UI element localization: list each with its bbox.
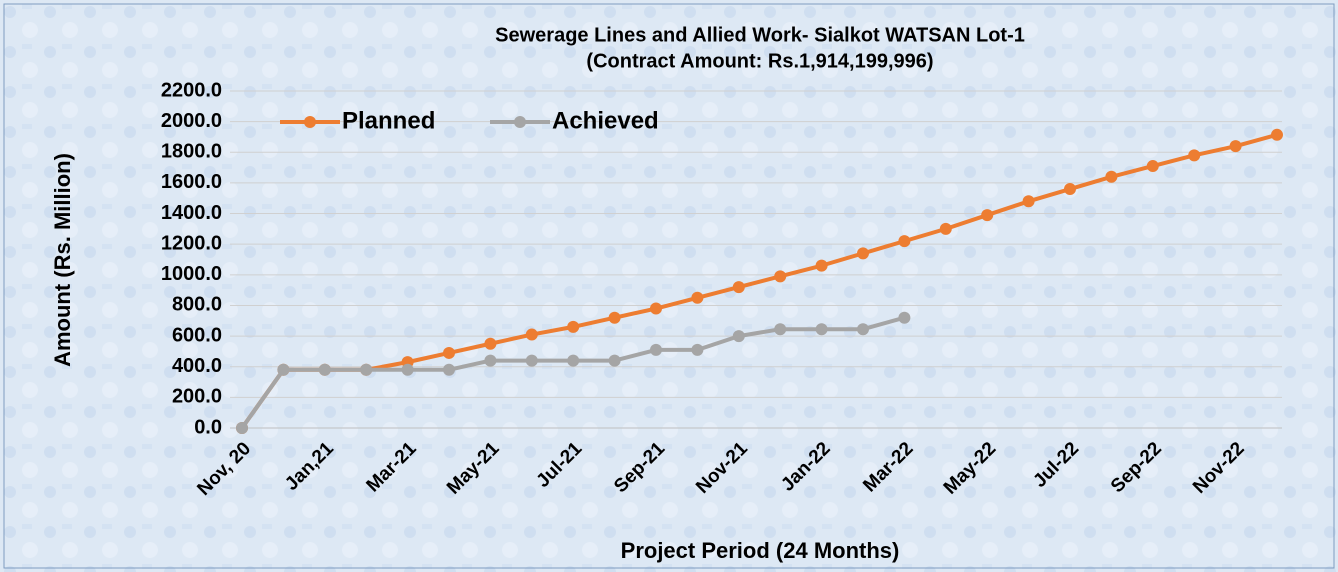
point (774, 270, 787, 283)
point (732, 281, 745, 294)
point (443, 346, 455, 359)
point (277, 363, 290, 376)
y-tick-label: 2000.0 (161, 110, 222, 132)
legend-label: Planned (342, 107, 435, 134)
y-tick-label: 1000.0 (161, 263, 222, 285)
point (567, 354, 580, 367)
y-tick-label: 1400.0 (161, 202, 222, 224)
point (1188, 149, 1201, 162)
point (815, 323, 828, 336)
point (484, 354, 497, 367)
point (360, 363, 373, 376)
chart-subtitle: (Contract Amount: Rs.1,914,199,996) (586, 50, 933, 72)
point (318, 363, 331, 376)
chart-title: Sewerage Lines and Allied Work- Sialkot … (495, 24, 1025, 46)
series-line (240, 132, 1278, 430)
point (608, 311, 621, 324)
point (1271, 128, 1283, 141)
y-tick-label: 400.0 (172, 355, 222, 377)
point (1064, 183, 1076, 196)
legend-marker (514, 116, 526, 128)
point (732, 330, 745, 343)
point (650, 343, 662, 356)
point (443, 363, 455, 376)
point (650, 302, 662, 315)
x-axis-label: Project Period (24 Months) (621, 538, 900, 563)
point (898, 235, 911, 248)
point (1022, 195, 1035, 208)
point (691, 343, 704, 356)
y-tick-label: 1800.0 (161, 141, 222, 163)
y-tick-label: 1600.0 (161, 171, 222, 193)
y-tick-label: 800.0 (172, 294, 222, 316)
point (484, 337, 497, 350)
point (774, 323, 787, 336)
y-tick-label: 1200.0 (161, 232, 222, 254)
y-tick-label: 0.0 (194, 416, 222, 438)
point (236, 422, 248, 434)
y-tick-label: 200.0 (172, 386, 222, 408)
point (857, 247, 869, 260)
point (1229, 140, 1242, 153)
frame (3, 3, 1335, 569)
legend-marker (304, 116, 316, 128)
point (815, 259, 828, 272)
point (981, 209, 994, 222)
y-tick-label: 600.0 (172, 324, 222, 346)
point (857, 323, 869, 336)
point (401, 363, 414, 376)
point (567, 320, 580, 333)
legend-label: Achieved (552, 107, 659, 134)
point (939, 222, 952, 235)
y-tick-label: 2200.0 (161, 79, 222, 101)
point (898, 311, 911, 324)
point (608, 354, 621, 367)
point (691, 291, 704, 304)
point (525, 328, 538, 341)
point (1146, 160, 1159, 173)
point (525, 354, 538, 367)
point (1105, 170, 1118, 183)
y-axis-label: Amount (Rs. Million) (50, 153, 75, 367)
